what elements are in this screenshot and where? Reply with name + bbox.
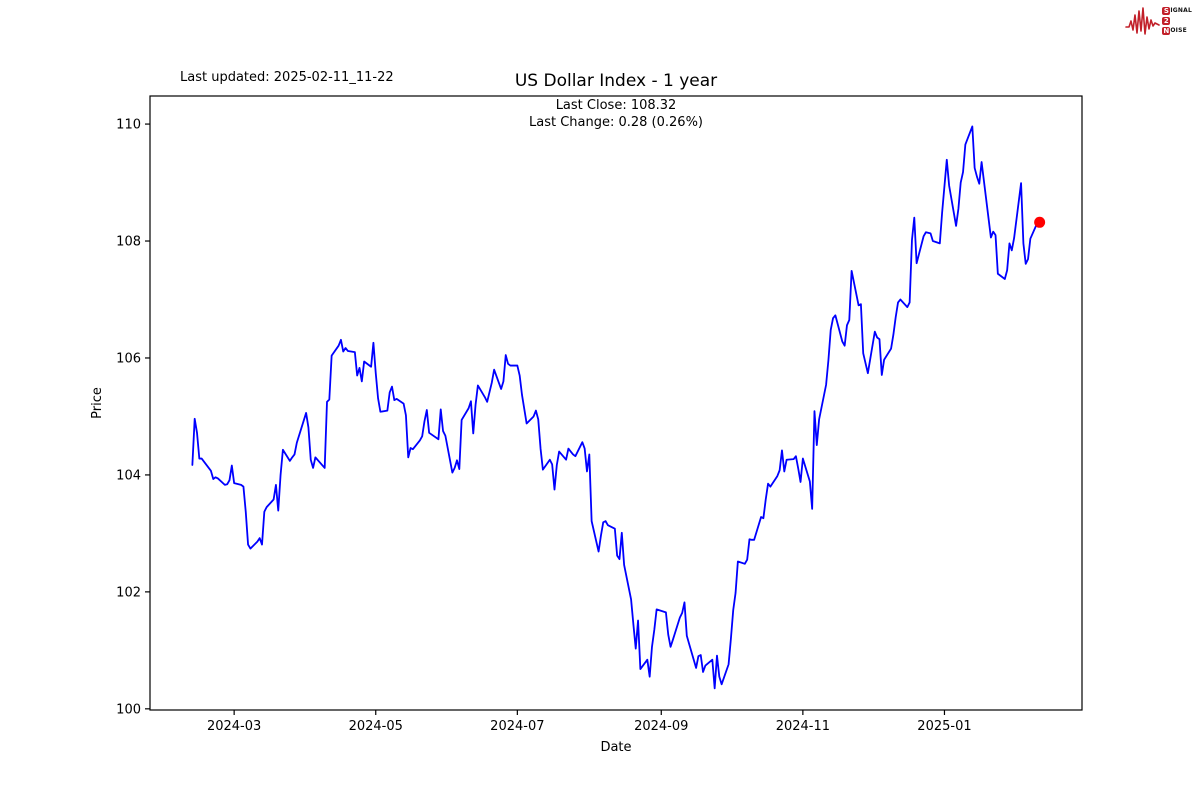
- waveform-icon: [1125, 7, 1161, 35]
- chart-title-wrap: US Dollar Index - 1 year: [150, 71, 1082, 91]
- last-close-marker: [1034, 216, 1046, 228]
- y-tick-label: 106: [116, 351, 141, 366]
- y-tick-label: 100: [116, 702, 141, 717]
- y-axis-label: Price: [90, 387, 105, 419]
- logo-s-badge: S: [1162, 7, 1171, 15]
- y-tick-label: 108: [116, 235, 141, 250]
- logo-row-signal: S IGNAL: [1162, 7, 1192, 16]
- logo-2-badge: 2: [1162, 17, 1171, 25]
- last-close-text: Last Close: 108.32: [555, 98, 677, 113]
- y-tick-label: 110: [116, 118, 141, 133]
- x-tick-label: 2024-09: [634, 719, 688, 734]
- logo-row-noise: N OISE: [1162, 27, 1192, 36]
- logo-signal-label: IGNAL: [1170, 7, 1192, 14]
- y-tick-label: 102: [116, 585, 141, 600]
- logo-n-badge: N: [1162, 27, 1171, 35]
- signal2noise-logo: S IGNAL 2 N OISE: [1125, 4, 1192, 38]
- chart-annotation: Last Close: 108.32 Last Change: 0.28 (0.…: [150, 97, 1082, 131]
- x-axis-label: Date: [600, 740, 631, 755]
- last-change-text: Last Change: 0.28 (0.26%): [528, 115, 703, 130]
- x-tick-label: 2025-01: [917, 719, 971, 734]
- x-tick-label: 2024-07: [490, 719, 544, 734]
- axes-frame: [149, 95, 1083, 711]
- x-tick-label: 2024-05: [349, 719, 403, 734]
- last-updated-text: Last updated: 2025-02-11_11-22: [180, 70, 394, 85]
- y-tick-label: 104: [116, 468, 141, 483]
- logo-row-two: 2: [1162, 17, 1192, 26]
- price-line: [191, 125, 1041, 690]
- x-tick-label: 2024-03: [207, 719, 261, 734]
- logo-noise-label: OISE: [1170, 27, 1187, 34]
- chart-title: US Dollar Index - 1 year: [514, 71, 718, 91]
- x-tick-label: 2024-11: [776, 719, 830, 734]
